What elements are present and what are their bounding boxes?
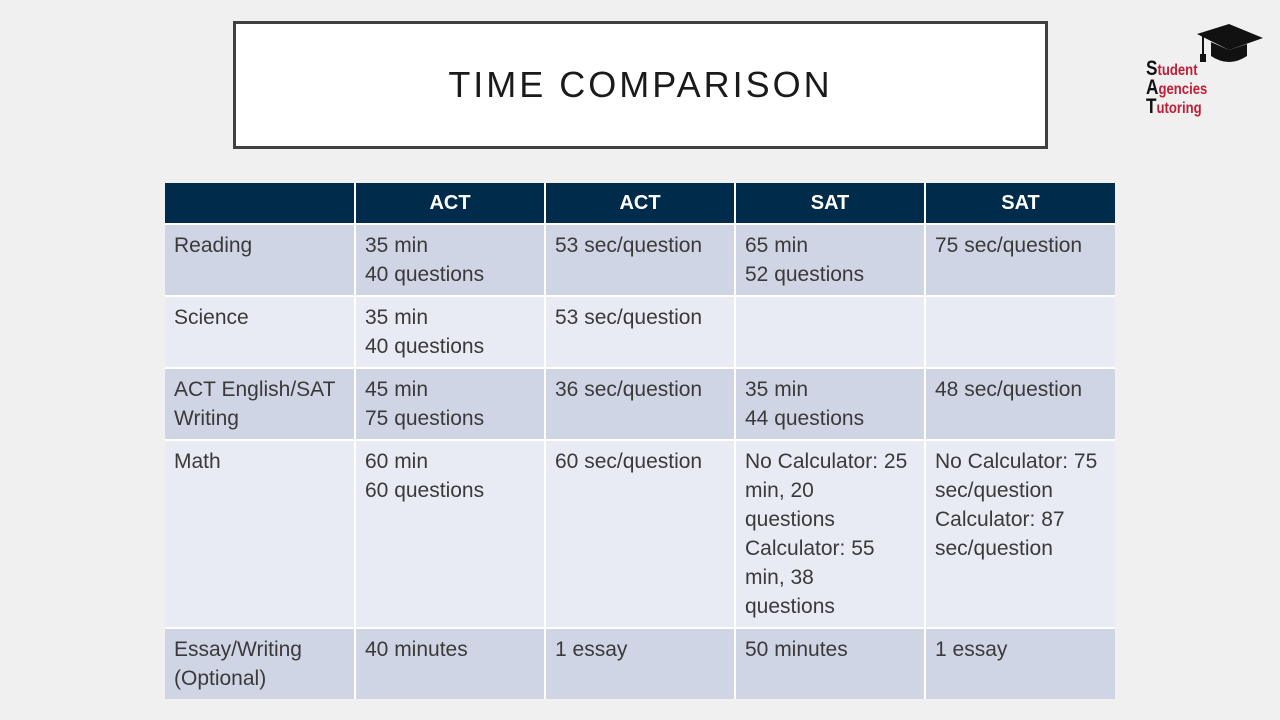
- cell-sat-time: [734, 295, 926, 369]
- cell-text: 75 questions: [365, 407, 485, 430]
- cell-act-pace: 60 sec/question: [544, 439, 736, 629]
- cell-text: 60 sec/question: [555, 450, 703, 473]
- cell-act-pace: 36 sec/question: [544, 367, 736, 441]
- cell-text: Math: [174, 450, 221, 473]
- table-row: Essay/Writing (Optional) 40 minutes 1 essay…: [165, 627, 1115, 699]
- header-cell-act-pace: ACT: [544, 183, 736, 225]
- cell-text: 35 min: [365, 306, 429, 329]
- cell-text: Science: [174, 306, 249, 329]
- header-cell-sat-time: SAT: [734, 183, 926, 225]
- cell-text: 35 min: [365, 234, 429, 257]
- header-cell-act-time: ACT: [354, 183, 546, 225]
- logo-line-agencies: Agencies: [1146, 76, 1208, 99]
- cell-text: 60 min: [365, 450, 429, 473]
- cell-act-time: 35 min 40 questions: [354, 223, 546, 297]
- cell-text: No Calculator: 75: [935, 450, 1098, 473]
- cell-act-time: 60 min 60 questions: [354, 439, 546, 629]
- cell-sat-pace: 1 essay: [924, 627, 1115, 699]
- logo-wordmark: Student Agencies Tutoring: [1146, 57, 1221, 118]
- cell-act-pace: 53 sec/question: [544, 223, 736, 297]
- cell-text: Calculator: 55: [745, 537, 875, 560]
- cell-text: questions: [745, 595, 835, 618]
- cell-text: Calculator: 87: [935, 508, 1065, 531]
- cell-text: 53 sec/question: [555, 234, 703, 257]
- table-row: Reading 35 min 40 questions 53 sec/question…: [165, 223, 1115, 297]
- slide-title: TIME COMPARISON: [448, 64, 833, 105]
- sat-logo: Student Agencies Tutoring: [1140, 20, 1270, 130]
- cell-text: 50 minutes: [745, 638, 848, 661]
- cell-text: sec/question: [935, 479, 1053, 502]
- cell-text: 40 minutes: [365, 638, 468, 661]
- cell-text: 65 min: [745, 234, 809, 257]
- cell-text: questions: [745, 508, 835, 531]
- cell-text: Writing: [174, 407, 239, 430]
- graduation-cap-icon: [1197, 24, 1263, 62]
- header-cell-sat-pace: SAT: [924, 183, 1115, 225]
- title-box: TIME COMPARISON: [233, 21, 1048, 149]
- row-label-cell: Math: [165, 439, 356, 629]
- cell-text: 53 sec/question: [555, 306, 703, 329]
- logo-line-tutoring: Tutoring: [1146, 95, 1202, 118]
- cell-text: 40 questions: [365, 263, 485, 286]
- row-label-cell: Reading: [165, 223, 356, 297]
- cell-act-pace: 53 sec/question: [544, 295, 736, 369]
- cell-text: 1 essay: [935, 638, 1008, 661]
- cell-text: (Optional): [174, 667, 267, 690]
- cell-text: min, 20: [745, 479, 814, 502]
- cell-sat-pace: No Calculator: 75 sec/question Calculator:…: [924, 439, 1115, 629]
- cell-text: Reading: [174, 234, 253, 257]
- cell-sat-time: 50 minutes: [734, 627, 926, 699]
- table-row: Science 35 min 40 questions 53 sec/question: [165, 295, 1115, 369]
- cell-text: 48 sec/question: [935, 378, 1083, 401]
- cell-sat-pace: [924, 295, 1115, 369]
- logo-line-student: Student: [1146, 57, 1198, 80]
- cell-text: No Calculator: 25: [745, 450, 908, 473]
- cell-text: 44 questions: [745, 407, 865, 430]
- cell-act-pace: 1 essay: [544, 627, 736, 699]
- table-row: ACT English/SAT Writing 45 min 75 questions…: [165, 367, 1115, 441]
- table-header-row: ACT ACT SAT SAT: [165, 183, 1115, 225]
- cell-sat-time: 65 min 52 questions: [734, 223, 926, 297]
- cell-act-time: 40 minutes: [354, 627, 546, 699]
- cell-text: 60 questions: [365, 479, 485, 502]
- cell-text: 45 min: [365, 378, 429, 401]
- cell-text: 40 questions: [365, 335, 485, 358]
- header-cell-blank: [165, 183, 356, 225]
- cell-text: Essay/Writing: [174, 638, 302, 661]
- row-label-cell: ACT English/SAT Writing: [165, 367, 356, 441]
- cell-sat-time: 35 min 44 questions: [734, 367, 926, 441]
- cell-text: min, 38: [745, 566, 814, 589]
- cell-text: 52 questions: [745, 263, 865, 286]
- cell-sat-pace: 75 sec/question: [924, 223, 1115, 297]
- table-row: Math 60 min 60 questions 60 sec/question No …: [165, 439, 1115, 629]
- cell-text: 36 sec/question: [555, 378, 703, 401]
- cell-act-time: 45 min 75 questions: [354, 367, 546, 441]
- row-label-cell: Science: [165, 295, 356, 369]
- time-comparison-table: ACT ACT SAT SAT Reading 35 min 40 question…: [165, 183, 1115, 699]
- cell-text: ACT English/SAT: [174, 378, 336, 401]
- row-label-cell: Essay/Writing (Optional): [165, 627, 356, 699]
- cell-text: sec/question: [935, 537, 1053, 560]
- cell-text: 1 essay: [555, 638, 628, 661]
- cell-sat-pace: 48 sec/question: [924, 367, 1115, 441]
- cell-text: 35 min: [745, 378, 809, 401]
- cell-sat-time: No Calculator: 25 min, 20 questions Calcula…: [734, 439, 926, 629]
- cell-text: 75 sec/question: [935, 234, 1083, 257]
- cell-act-time: 35 min 40 questions: [354, 295, 546, 369]
